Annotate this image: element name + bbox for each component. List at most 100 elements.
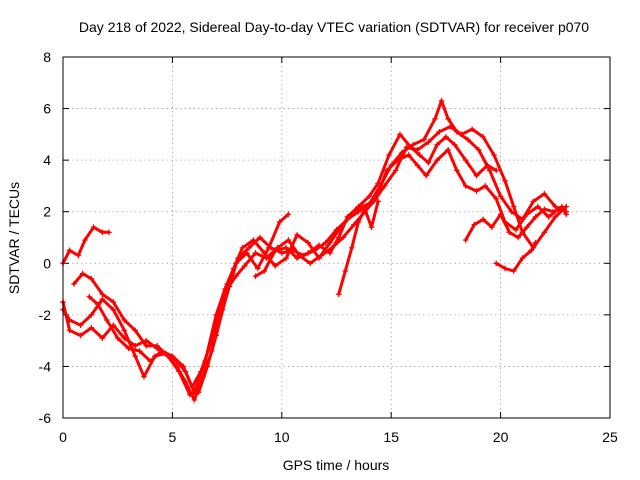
data-point — [447, 123, 454, 130]
data-point — [241, 263, 248, 269]
data-point — [366, 193, 373, 200]
data-point — [272, 247, 279, 254]
data-point — [513, 226, 519, 233]
data-point — [462, 157, 469, 163]
data-point — [381, 183, 388, 189]
data-point — [425, 139, 432, 145]
data-point — [563, 211, 570, 218]
data-point — [121, 327, 128, 334]
data-point — [95, 301, 101, 308]
data-point — [257, 234, 263, 241]
plot-frame — [62, 56, 611, 419]
data-point — [254, 265, 261, 272]
data-point — [471, 221, 478, 228]
data-point — [173, 363, 180, 370]
data-point — [432, 116, 438, 122]
data-point — [272, 263, 279, 269]
data-point — [375, 198, 381, 205]
data-point — [316, 242, 322, 249]
data-point — [99, 291, 106, 298]
series-trace-8 — [462, 206, 565, 243]
data-point — [344, 214, 351, 220]
data-point — [77, 332, 84, 339]
data-point — [451, 141, 458, 148]
data-point — [493, 196, 500, 202]
data-point — [335, 234, 342, 241]
data-point — [82, 237, 88, 243]
data-point — [384, 167, 390, 174]
data-point — [458, 131, 465, 138]
data-point — [392, 167, 399, 174]
data-point — [434, 141, 440, 148]
data-point — [121, 317, 128, 323]
data-point — [99, 229, 106, 236]
data-point — [191, 389, 198, 396]
tick-labels: 0 5 10 15 20 25 -6 -4 -2 0 2 4 6 8 — [39, 49, 618, 445]
data-point — [132, 327, 139, 334]
y-tick-label: -4 — [39, 358, 52, 374]
data-point — [103, 317, 110, 323]
data-point — [305, 239, 311, 246]
series-trace-6 — [252, 131, 500, 279]
data-point — [493, 167, 500, 174]
data-point — [285, 211, 292, 218]
data-point — [508, 208, 515, 215]
y-tick-label: 0 — [43, 255, 51, 271]
series-line — [72, 148, 568, 402]
data-point — [99, 296, 106, 303]
data-point — [497, 211, 504, 218]
data-point — [88, 275, 95, 282]
data-point — [147, 358, 154, 365]
data-point — [252, 273, 259, 279]
data-point — [408, 144, 414, 151]
data-point — [519, 255, 526, 261]
x-tick-label: 10 — [274, 429, 290, 445]
data-point — [425, 159, 432, 166]
data-point — [90, 224, 97, 230]
series-trace-7 — [335, 198, 381, 298]
data-point — [454, 167, 460, 174]
data-point — [464, 136, 471, 143]
data-point — [224, 281, 230, 287]
data-point — [480, 134, 486, 140]
data-point — [66, 327, 73, 334]
data-point — [480, 216, 486, 223]
data-point — [276, 219, 283, 225]
data-point — [397, 131, 403, 138]
data-point — [375, 180, 381, 187]
y-tick-label: -6 — [39, 410, 52, 426]
data-point — [233, 273, 239, 279]
data-point — [552, 214, 559, 220]
data-point — [473, 188, 480, 194]
data-point — [71, 281, 77, 287]
data-point — [414, 162, 421, 169]
data-point — [482, 183, 489, 189]
data-point — [349, 245, 355, 251]
data-point — [405, 152, 412, 158]
y-tick-label: -2 — [39, 307, 52, 323]
data-point — [106, 229, 112, 236]
data-point — [515, 234, 521, 241]
chart-title: Day 218 of 2022, Sidereal Day-to-day VTE… — [79, 19, 589, 35]
data-point — [368, 224, 375, 230]
data-point — [189, 384, 195, 390]
data-point — [545, 214, 552, 220]
data-point — [294, 255, 300, 261]
data-point — [239, 245, 246, 251]
data-point — [305, 250, 311, 256]
data-point — [421, 136, 427, 143]
data-point — [493, 260, 500, 267]
data-point — [486, 167, 493, 174]
data-point — [307, 260, 314, 267]
data-point — [99, 335, 106, 341]
data-point — [462, 183, 469, 189]
data-point — [506, 229, 513, 236]
data-point — [132, 343, 139, 349]
data-point — [534, 203, 541, 210]
data-point — [327, 250, 333, 256]
data-point — [362, 206, 368, 212]
data-point — [552, 203, 559, 210]
data-point — [532, 239, 539, 246]
data-point — [279, 250, 285, 256]
data-point — [563, 203, 570, 210]
